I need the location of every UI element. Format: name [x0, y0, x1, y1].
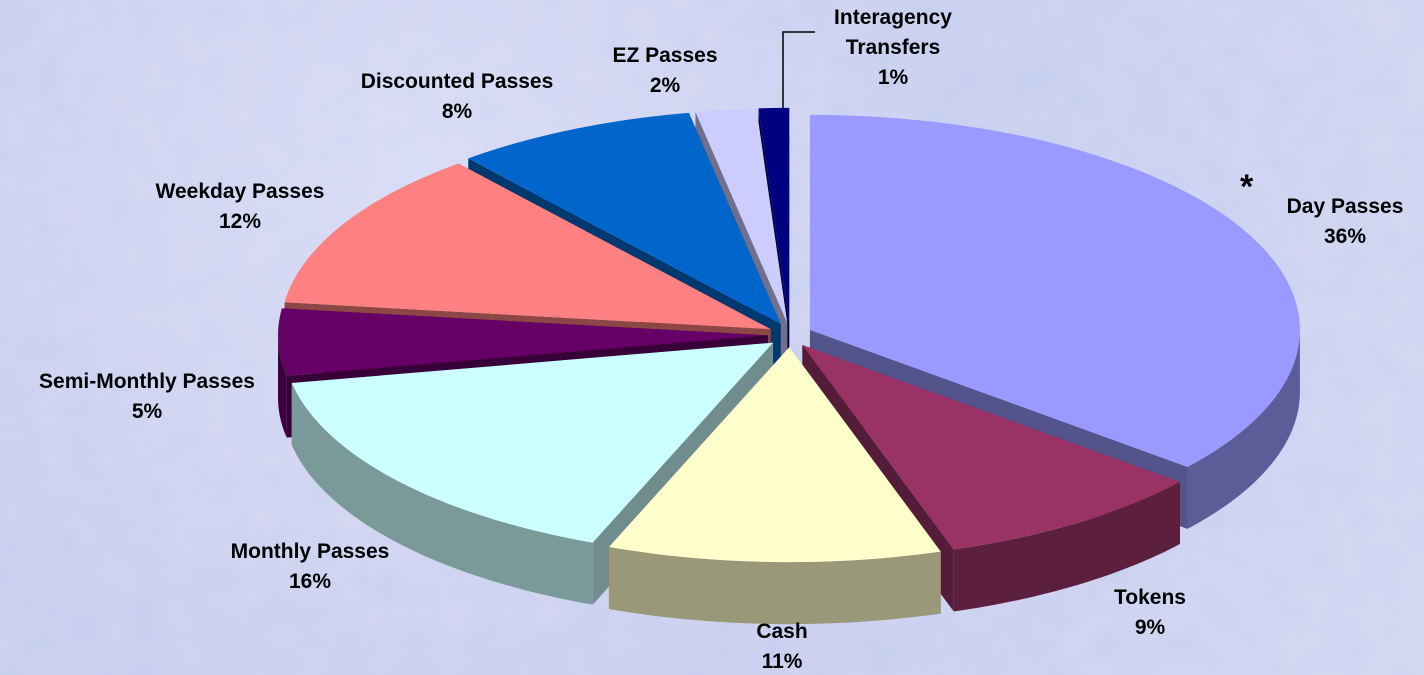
- category-label: Discounted Passes: [360, 70, 554, 93]
- slice: [758, 107, 790, 323]
- slice: [608, 347, 941, 563]
- category-label: Tokens: [1114, 586, 1186, 609]
- category-label: Cash: [756, 620, 808, 643]
- slice-side: [608, 546, 941, 625]
- value-label: 5%: [131, 400, 163, 423]
- category-label: Interagency Transfers: [834, 6, 952, 59]
- slice: [809, 114, 1300, 467]
- data-label: Day Passes 36%: [1250, 192, 1424, 252]
- slice: [284, 163, 771, 330]
- value-label: 16%: [288, 570, 332, 593]
- leader-line: [782, 31, 815, 125]
- data-label: Discounted Passes 8%: [317, 67, 597, 127]
- slice: [278, 308, 769, 376]
- value-label: 1%: [877, 66, 909, 89]
- slice: [695, 108, 788, 323]
- annotation: *: [1240, 168, 1254, 206]
- data-label: EZ Passes 2%: [565, 41, 765, 101]
- slice: [802, 345, 1180, 550]
- data-label: Cash 11%: [702, 617, 862, 675]
- slice-side: [291, 382, 593, 605]
- value-label: 8%: [441, 100, 473, 123]
- category-label: Semi-Monthly Passes: [39, 370, 255, 393]
- slice-side: [1187, 329, 1300, 529]
- slice-side: [278, 335, 287, 438]
- value-label: 11%: [761, 650, 803, 673]
- value-label: 12%: [218, 210, 262, 233]
- value-label: 2%: [649, 74, 681, 97]
- slice-side: [953, 482, 1180, 612]
- value-label: 36%: [1323, 225, 1367, 248]
- category-label: EZ Passes: [612, 44, 718, 67]
- data-label: Tokens 9%: [1070, 583, 1230, 643]
- value-label: 9%: [1134, 616, 1166, 639]
- slice: [291, 342, 774, 543]
- data-label: Weekday Passes 12%: [110, 177, 370, 237]
- category-label: Monthly Passes: [230, 540, 390, 563]
- data-label: Interagency Transfers 1%: [818, 3, 968, 93]
- data-label: Semi-Monthly Passes 5%: [0, 367, 297, 427]
- slice: [468, 112, 781, 325]
- data-label: Monthly Passes 16%: [180, 537, 440, 597]
- category-label: Day Passes: [1286, 195, 1404, 218]
- category-label: Weekday Passes: [155, 180, 325, 203]
